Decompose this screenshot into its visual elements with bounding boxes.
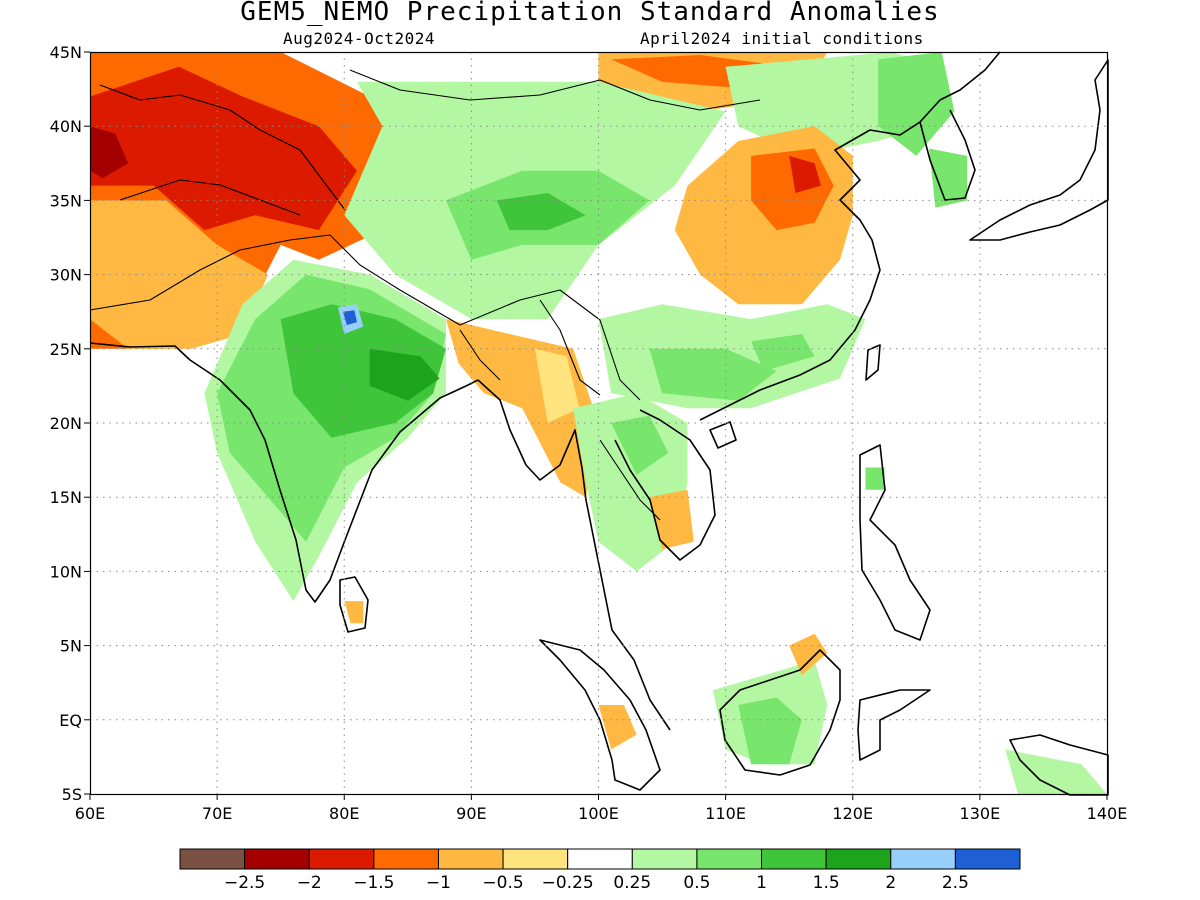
lon-tick-label: 130E <box>960 804 1001 823</box>
lon-tick-label: 140E <box>1087 804 1128 823</box>
legend-label: 0.25 <box>613 873 651 893</box>
coastline-layer <box>89 51 1109 796</box>
anomaly-region-3 <box>90 200 268 349</box>
anomaly-region-32 <box>738 697 802 765</box>
china-coastline <box>699 51 1001 421</box>
legend-label: 1 <box>756 873 767 893</box>
anomaly-region-16 <box>789 155 821 193</box>
anomaly-region-13 <box>929 148 968 208</box>
legend-label: 2 <box>885 873 896 893</box>
lat-tick-label: 25N <box>50 340 82 359</box>
legend-swatch <box>373 848 439 870</box>
indochina-coastline <box>614 409 716 561</box>
legend-swatch <box>437 848 504 870</box>
lat-tick-label: 45N <box>50 43 82 62</box>
anomaly-region-22 <box>280 304 446 438</box>
legend-swatch <box>631 848 698 870</box>
anomaly-region-37 <box>865 467 885 490</box>
korea-coastline <box>919 109 976 201</box>
map-frame <box>89 51 1109 796</box>
mainland-borders <box>89 69 761 521</box>
anomaly-region-36 <box>1005 749 1107 794</box>
anomaly-region-10 <box>496 193 586 231</box>
legend-label: −2 <box>297 873 322 893</box>
anomaly-region-27 <box>534 348 580 423</box>
lat-tick-label: 5S <box>62 785 82 804</box>
sulawesi-coastline <box>857 689 931 761</box>
forecast-period: Aug2024-Oct2024 <box>283 29 435 48</box>
legend-label: 0.5 <box>683 873 710 893</box>
legend-swatch <box>308 848 375 870</box>
anomaly-region-18 <box>649 348 777 401</box>
anomaly-region-30 <box>649 489 694 550</box>
anomaly-region-19 <box>751 334 815 372</box>
anomaly-region-34 <box>344 601 364 624</box>
lon-tick-label: 100E <box>578 804 619 823</box>
legend-swatch <box>244 848 310 870</box>
legend-swatch <box>696 848 763 870</box>
legend-swatch <box>502 848 569 870</box>
lat-tick-label: EQ <box>59 711 82 730</box>
color-scale-legend: −2.5 −2 −1.5 −1 −0.5 −0.25 0.25 0.5 1 1.5 2 2.5 <box>179 848 1021 893</box>
legend-label: −0.25 <box>542 873 594 893</box>
lon-tick-label: 120E <box>832 804 873 823</box>
lat-tick-label: 20N <box>50 414 82 433</box>
anomaly-region-29 <box>611 415 669 475</box>
legend-swatch <box>825 848 892 870</box>
legend-swatch <box>567 848 633 870</box>
lon-tick-label: 110E <box>705 804 746 823</box>
lon-tick-label: 70E <box>202 804 232 823</box>
legend-label: −0.5 <box>482 873 523 893</box>
legend-swatch <box>890 848 956 870</box>
legend-label: 1.5 <box>813 873 840 893</box>
anomaly-region-12 <box>878 52 955 156</box>
borneo-coastline <box>719 649 841 776</box>
lat-tick-label: 30N <box>50 266 82 285</box>
lat-tick-label: 35N <box>50 191 82 210</box>
initial-conditions: April2024 initial conditions <box>640 29 924 48</box>
sri-lanka-coastline <box>339 576 369 633</box>
anomaly-region-23 <box>369 348 440 401</box>
anomaly-region-35 <box>598 705 637 750</box>
sumatra-coastline <box>539 639 661 791</box>
taiwan-coastline <box>865 344 881 381</box>
anomaly-region-2 <box>90 126 129 179</box>
legend-swatch <box>761 848 827 870</box>
lon-tick-label: 60E <box>75 804 105 823</box>
legend-swatch <box>954 848 1021 870</box>
legend-label: −1 <box>426 873 451 893</box>
lat-tick-label: 5N <box>60 637 82 656</box>
lon-tick-label: 90E <box>456 804 486 823</box>
legend-label: −2.5 <box>224 873 265 893</box>
lon-tick-label: 80E <box>329 804 359 823</box>
legend-label: 2.5 <box>942 873 969 893</box>
axis-labels: 60E 70E 80E 90E 100E 110E 120E 130E 140E 5S EQ 5N 10… <box>50 43 1128 823</box>
lat-tick-label: 15N <box>50 488 82 507</box>
lat-tick-label: 40N <box>50 117 82 136</box>
graticule-grid <box>90 52 1107 794</box>
legend-label: −1.5 <box>353 873 394 893</box>
anomaly-region-1 <box>90 66 357 231</box>
japan-coastline <box>969 59 1109 241</box>
anomaly-region-33 <box>789 633 828 676</box>
bay-of-bengal-east-coastline <box>477 379 671 731</box>
indian-peninsula-coastline <box>89 342 479 603</box>
philippines-coastline <box>859 444 931 641</box>
map-title: GEM5_NEMO Precipitation Standard Anomali… <box>240 0 940 27</box>
lat-tick-label: 10N <box>50 562 82 581</box>
legend-swatch <box>179 848 246 870</box>
anomaly-fill-layer <box>90 52 1107 794</box>
anomaly-region-25 <box>343 310 357 326</box>
hainan-coastline <box>709 421 737 449</box>
